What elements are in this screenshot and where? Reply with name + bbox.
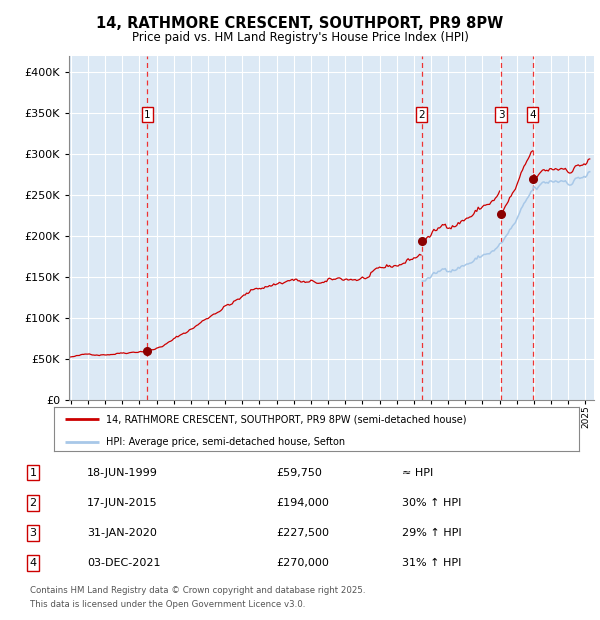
Text: Price paid vs. HM Land Registry's House Price Index (HPI): Price paid vs. HM Land Registry's House … xyxy=(131,31,469,44)
Text: £59,750: £59,750 xyxy=(276,467,322,477)
Text: 1: 1 xyxy=(144,110,151,120)
Text: 17-JUN-2015: 17-JUN-2015 xyxy=(87,498,158,508)
Text: £270,000: £270,000 xyxy=(276,558,329,569)
Text: 14, RATHMORE CRESCENT, SOUTHPORT, PR9 8PW: 14, RATHMORE CRESCENT, SOUTHPORT, PR9 8P… xyxy=(97,16,503,31)
Text: 14, RATHMORE CRESCENT, SOUTHPORT, PR9 8PW (semi-detached house): 14, RATHMORE CRESCENT, SOUTHPORT, PR9 8P… xyxy=(107,414,467,424)
Text: 1: 1 xyxy=(29,467,37,477)
Text: £194,000: £194,000 xyxy=(276,498,329,508)
Text: ≈ HPI: ≈ HPI xyxy=(402,467,433,477)
Text: 2: 2 xyxy=(29,498,37,508)
Text: £227,500: £227,500 xyxy=(276,528,329,538)
Text: 31-JAN-2020: 31-JAN-2020 xyxy=(87,528,157,538)
Text: 2: 2 xyxy=(418,110,425,120)
Text: 4: 4 xyxy=(29,558,37,569)
Text: 03-DEC-2021: 03-DEC-2021 xyxy=(87,558,161,569)
Text: 29% ↑ HPI: 29% ↑ HPI xyxy=(402,528,461,538)
Text: 3: 3 xyxy=(497,110,505,120)
Text: 3: 3 xyxy=(29,528,37,538)
Text: Contains HM Land Registry data © Crown copyright and database right 2025.: Contains HM Land Registry data © Crown c… xyxy=(30,586,365,595)
Text: HPI: Average price, semi-detached house, Sefton: HPI: Average price, semi-detached house,… xyxy=(107,436,346,446)
Text: 18-JUN-1999: 18-JUN-1999 xyxy=(87,467,158,477)
Text: This data is licensed under the Open Government Licence v3.0.: This data is licensed under the Open Gov… xyxy=(30,600,305,609)
Text: 30% ↑ HPI: 30% ↑ HPI xyxy=(402,498,461,508)
Text: 31% ↑ HPI: 31% ↑ HPI xyxy=(402,558,461,569)
Text: 4: 4 xyxy=(529,110,536,120)
